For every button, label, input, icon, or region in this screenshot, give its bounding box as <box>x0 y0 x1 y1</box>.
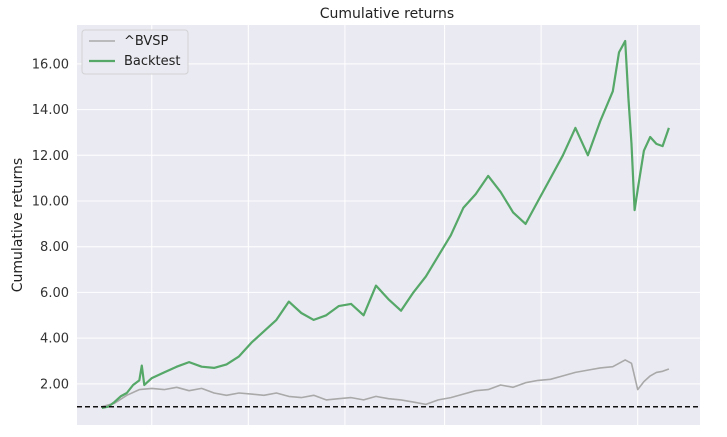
y-tick-label-0: 2.00 <box>40 377 69 392</box>
y-tick-label-5: 12.00 <box>32 149 69 164</box>
y-tick-label-6: 14.00 <box>32 103 69 118</box>
grid <box>77 25 700 425</box>
y-axis-ticks: 2.00 4.00 6.00 8.00 10.00 12.00 14.00 16.00 <box>32 57 69 392</box>
chart-title: Cumulative returns <box>320 6 454 22</box>
y-tick-label-2: 6.00 <box>40 286 69 301</box>
y-tick-label-1: 4.00 <box>40 332 69 347</box>
plot-area <box>77 25 700 425</box>
y-axis-label: Cumulative returns <box>10 158 26 292</box>
y-tick-label-3: 8.00 <box>40 240 69 255</box>
legend-label-bvsp: ^BVSP <box>124 34 169 49</box>
legend: ^BVSP Backtest <box>81 29 189 75</box>
y-tick-label-4: 10.00 <box>32 195 69 210</box>
series-line-backtest <box>101 39 670 409</box>
series-lines <box>101 39 670 409</box>
legend-label-backtest: Backtest <box>124 54 181 69</box>
series-line-bvsp <box>101 359 670 408</box>
y-tick-label-7: 16.00 <box>32 57 69 72</box>
